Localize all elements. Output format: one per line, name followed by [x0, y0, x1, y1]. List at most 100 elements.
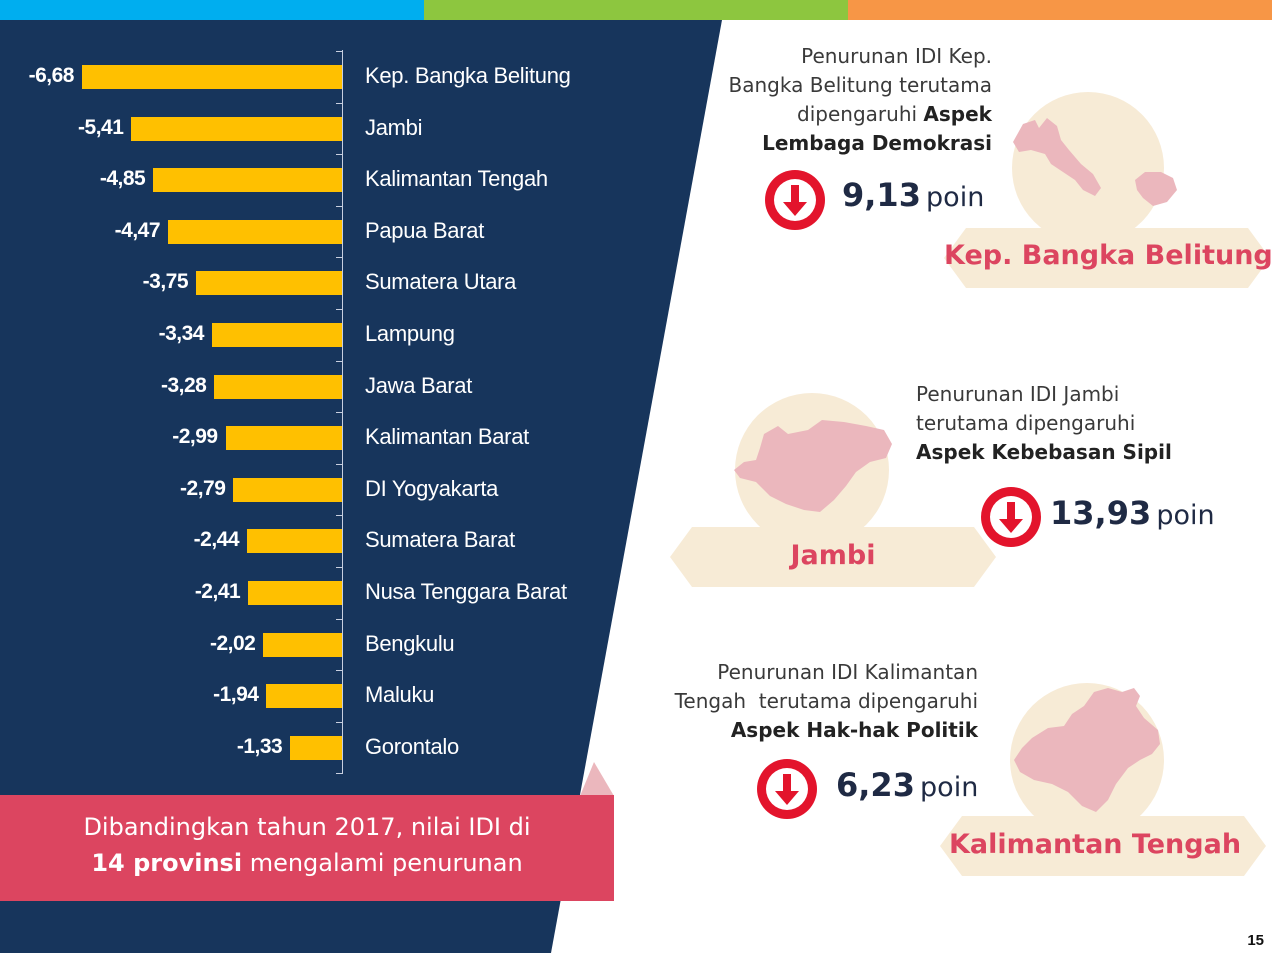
axis-tick: [336, 102, 343, 104]
bar-value-label: -2,44: [193, 528, 240, 552]
description-line: Penurunan IDI Kep.: [801, 44, 992, 68]
axis-tick: [336, 463, 343, 465]
summary-line-1: Dibandingkan tahun 2017, nilai IDI di: [83, 813, 531, 841]
aspect-name: Aspek Hak-hak Politik: [730, 718, 978, 742]
bar-value-label: -2,79: [180, 476, 226, 500]
bar-value-label: -6,68: [28, 64, 75, 87]
summary-banner: Dibandingkan tahun 2017, nilai IDI di 14…: [0, 795, 614, 901]
bar: [233, 477, 342, 502]
category-label: Jawa Barat: [365, 372, 473, 398]
bar-value-label: -2,99: [172, 425, 218, 449]
points-value: 9,13 poin: [842, 176, 984, 214]
description-line: Lembaga Demokrasi: [700, 129, 992, 158]
category-label: Nusa Tenggara Barat: [365, 579, 567, 604]
category-label: Kep. Bangka Belitung: [365, 63, 571, 88]
province-banner: [940, 816, 1266, 876]
axis-tick: [336, 773, 343, 775]
down-arrow-icon: [765, 170, 825, 230]
description-line: terutama dipengaruhi: [916, 411, 1136, 435]
bar-value-label: -2,02: [210, 631, 256, 655]
axis-tick: [336, 721, 343, 723]
bar-value-label: -1,33: [236, 734, 283, 758]
bar-value-label: -4,47: [114, 218, 161, 242]
axis-tick: [336, 360, 343, 362]
bar-value-label: -4,85: [99, 167, 146, 191]
summary-line-2: 14 provinsi mengalami penurunan: [0, 845, 614, 881]
bar: [263, 632, 342, 657]
axis-tick: [336, 257, 343, 259]
category-label: Kalimantan Barat: [365, 424, 529, 450]
points-value: 13,93 poin: [1050, 494, 1215, 532]
highlight-description: Penurunan IDI Kalimantan Tengah terutama…: [640, 658, 978, 745]
axis-tick: [336, 205, 343, 207]
points-number: 13,93: [1050, 494, 1152, 532]
bar: [248, 581, 342, 605]
kalimantan-tengah-map-icon: [1014, 688, 1160, 812]
description-line: Penurunan IDI Kalimantan: [717, 660, 978, 684]
aspect-name: Lembaga Demokrasi: [762, 131, 992, 155]
chart-axis-line: [342, 50, 343, 774]
description-line: Aspek Kebebasan Sipil: [916, 438, 1216, 467]
bar: [168, 219, 342, 244]
category-label: DI Yogyakarta: [365, 475, 499, 501]
axis-tick: [336, 154, 343, 156]
bar: [82, 65, 342, 89]
top-color-strip: [0, 0, 1272, 20]
points-unit: poin: [920, 772, 979, 803]
category-label: Kalimantan Tengah: [365, 166, 548, 192]
bar: [247, 529, 342, 554]
summary-bold-count: 14 provinsi: [91, 849, 243, 877]
description-line: Bangka Belitung terutama: [728, 73, 992, 97]
axis-tick: [336, 567, 343, 568]
top-strip-green: [424, 0, 848, 20]
bar: [153, 168, 342, 193]
category-label: Sumatera Utara: [365, 269, 517, 295]
points-number: 6,23: [836, 766, 915, 804]
bar-value-label: -3,28: [160, 373, 207, 397]
axis-tick: [336, 309, 343, 310]
bar-value-label: -3,34: [158, 322, 205, 345]
category-label: Sumatera Barat: [365, 527, 515, 553]
bar: [225, 426, 342, 451]
points-unit: poin: [926, 182, 985, 213]
top-strip-orange: [848, 0, 1272, 20]
aspect-name: Aspek Kebebasan Sipil: [916, 440, 1172, 464]
axis-tick: [336, 515, 343, 517]
bar: [214, 374, 342, 399]
province-banner: [944, 228, 1270, 288]
summary-notch-decoration: [580, 762, 614, 796]
province-circle: [1012, 92, 1164, 244]
bar-value-label: -2,41: [194, 580, 241, 603]
down-arrow-icon: [757, 759, 817, 819]
bar: [196, 271, 342, 296]
province-name: Jambi: [790, 540, 876, 571]
bangka-belitung-map-icon: [1013, 118, 1177, 206]
category-label: Jambi: [365, 114, 423, 140]
category-label: Gorontalo: [365, 733, 459, 759]
bar: [212, 323, 342, 347]
points-number: 9,13: [842, 176, 921, 214]
description-line: Penurunan IDI Jambi: [916, 382, 1120, 406]
highlight-description: Penurunan IDI Jambi terutama dipengaruhi…: [916, 380, 1216, 467]
description-line-text: dipengaruhi: [797, 102, 924, 126]
page-number: 15: [1247, 932, 1264, 949]
description-line: Tengah terutama dipengaruhi: [674, 689, 978, 713]
points-unit: poin: [1156, 500, 1215, 531]
highlight-description: Penurunan IDI Kep. Bangka Belitung terut…: [700, 42, 992, 158]
bar: [131, 116, 342, 141]
top-strip-blue: [0, 0, 424, 20]
axis-tick: [336, 412, 343, 414]
province-banner: [670, 527, 996, 587]
category-label: Lampung: [365, 321, 455, 346]
bar-value-label: -5,41: [78, 115, 124, 139]
down-arrow-icon: [981, 487, 1041, 547]
category-label: Maluku: [365, 682, 435, 708]
aspect-name: Aspek: [923, 102, 992, 126]
bar: [266, 684, 342, 709]
axis-tick: [336, 618, 343, 620]
description-line: dipengaruhi Aspek: [700, 100, 992, 129]
category-label: Bengkulu: [365, 630, 455, 656]
category-label: Papua Barat: [365, 217, 485, 243]
jambi-map-icon: [734, 420, 892, 512]
